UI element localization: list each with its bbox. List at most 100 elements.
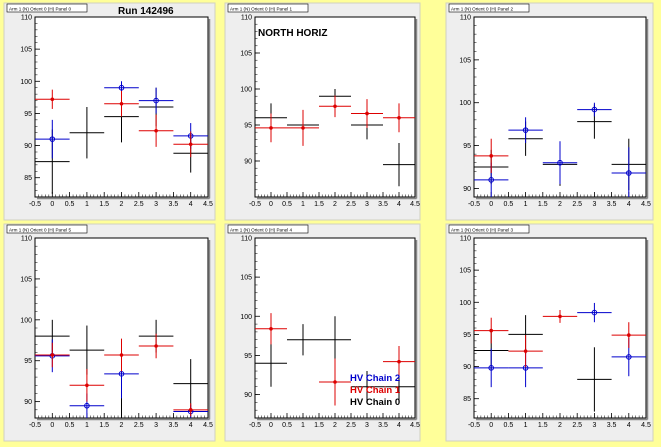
data-point: [188, 142, 193, 147]
x-tick-label: 1: [85, 201, 89, 208]
y-tick-label: 105: [240, 275, 252, 282]
x-tick-label: 0.5: [65, 422, 75, 429]
legend-entry: HV Chain 1: [350, 385, 401, 396]
data-point: [50, 97, 55, 102]
x-tick-label: 1.5: [314, 201, 324, 208]
data-point: [118, 371, 125, 377]
x-tick-label: 4: [627, 201, 631, 208]
x-tick-label: -0.5: [249, 201, 261, 208]
panel-title-box: [227, 224, 309, 234]
x-tick-label: 4.5: [203, 422, 213, 429]
x-tick-label: 3.5: [169, 422, 179, 429]
y-tick-label: 85: [463, 396, 471, 403]
x-tick-label: 1.5: [99, 422, 109, 429]
y-tick-label: 105: [20, 47, 32, 54]
panel-1: Arm 1 (N) Orient 0 (H) Panel 1 -0.5 0 0.5 1 1…: [224, 2, 421, 221]
x-tick-label: 2: [558, 422, 562, 429]
y-tick-label: 90: [24, 143, 32, 150]
y-tick-label: 110: [21, 236, 32, 243]
data-point: [154, 344, 158, 348]
y-tick-label: 90: [463, 186, 471, 193]
x-tick-label: 2.5: [572, 422, 582, 429]
panel-5: Arm 1 (N) Orient 0 (H) Panel 3-0.5 0 0.5 1 1…: [445, 223, 654, 442]
y-tick-label: 90: [244, 159, 252, 166]
x-tick-label: 1.5: [99, 201, 109, 208]
legend-entry: HV Chain 0: [350, 397, 400, 408]
x-tick-label: 0: [269, 201, 273, 208]
x-tick-label: -0.5: [468, 422, 480, 429]
y-tick-label: 110: [460, 15, 471, 22]
y-tick-label: 90: [463, 364, 471, 371]
panel-title-box: [6, 3, 88, 13]
x-tick-label: 3.5: [378, 201, 388, 208]
y-tick-label: 90: [244, 392, 252, 399]
x-tick-label: 3: [154, 201, 158, 208]
panel-title: Arm 1 (N) Orient 0 (H) Panel 5: [9, 228, 71, 233]
x-tick-label: 0.5: [282, 422, 292, 429]
x-tick-label: -0.5: [29, 201, 41, 208]
x-tick-label: 2: [333, 201, 337, 208]
y-tick-label: 105: [459, 268, 471, 275]
data-point: [397, 116, 401, 120]
x-tick-label: 2.5: [572, 201, 582, 208]
y-tick-label: 95: [244, 123, 252, 130]
data-point: [49, 136, 56, 142]
x-tick-label: 4.5: [641, 422, 651, 429]
x-tick-label: 3: [592, 201, 596, 208]
data-point: [558, 314, 562, 319]
y-tick-label: 110: [241, 15, 252, 22]
data-point: [84, 402, 90, 409]
data-point: [119, 353, 124, 357]
y-tick-label: 95: [463, 143, 471, 150]
x-tick-label: 2: [558, 201, 562, 208]
data-point: [523, 349, 528, 353]
x-tick-label: 2.5: [346, 422, 356, 429]
x-tick-label: 0: [489, 201, 493, 208]
y-tick-label: 95: [244, 353, 252, 360]
panel-title-box: [448, 224, 530, 234]
panel-title: Arm 1 (N) Orient 0 (H) Panel 2: [451, 7, 513, 12]
x-tick-label: 4.5: [203, 201, 213, 208]
data-point: [489, 154, 494, 158]
x-tick-label: 2: [120, 201, 124, 208]
x-tick-label: 3.5: [169, 201, 179, 208]
x-tick-label: 4: [627, 422, 631, 429]
x-tick-label: 4.5: [641, 201, 651, 208]
data-point: [626, 354, 632, 360]
x-tick-label: -0.5: [468, 201, 480, 208]
x-tick-label: 2: [120, 422, 124, 429]
panel-title: Arm 1 (N) Orient 0 (H) Panel 1: [230, 7, 292, 12]
y-tick-label: 95: [24, 358, 32, 365]
x-tick-label: 3: [592, 422, 596, 429]
panel-title-box: [448, 3, 530, 13]
data-point: [333, 104, 337, 109]
x-tick-label: 0: [489, 422, 493, 429]
x-tick-label: 3.5: [378, 422, 388, 429]
data-point: [626, 170, 632, 176]
x-tick-label: 1: [524, 201, 528, 208]
data-point: [591, 309, 598, 316]
x-tick-label: 1: [301, 422, 305, 429]
data-point: [333, 380, 337, 384]
x-tick-label: 4: [189, 201, 193, 208]
panel-title-box: [227, 3, 309, 13]
data-point: [557, 159, 563, 166]
x-tick-label: 3: [154, 422, 158, 429]
y-tick-label: 105: [459, 57, 471, 64]
y-tick-label: 110: [21, 15, 32, 22]
data-point: [269, 326, 273, 331]
panel-4: Arm 1 (N) Orient 0 (H) Panel 4-0.5 0 0.5 1 1…: [224, 223, 421, 442]
data-point: [188, 408, 193, 412]
legend-entry: HV Chain 2: [350, 373, 400, 384]
x-tick-label: 4.5: [410, 201, 420, 208]
x-tick-label: 0.5: [282, 201, 292, 208]
x-tick-label: 1.5: [538, 201, 548, 208]
x-tick-label: 2: [333, 422, 337, 429]
x-tick-label: 1: [524, 422, 528, 429]
panel-title-box: [6, 224, 88, 234]
y-tick-label: 90: [24, 399, 32, 406]
y-tick-label: 100: [459, 300, 471, 307]
y-tick-label: 110: [241, 236, 252, 243]
x-tick-label: 2.5: [134, 422, 144, 429]
